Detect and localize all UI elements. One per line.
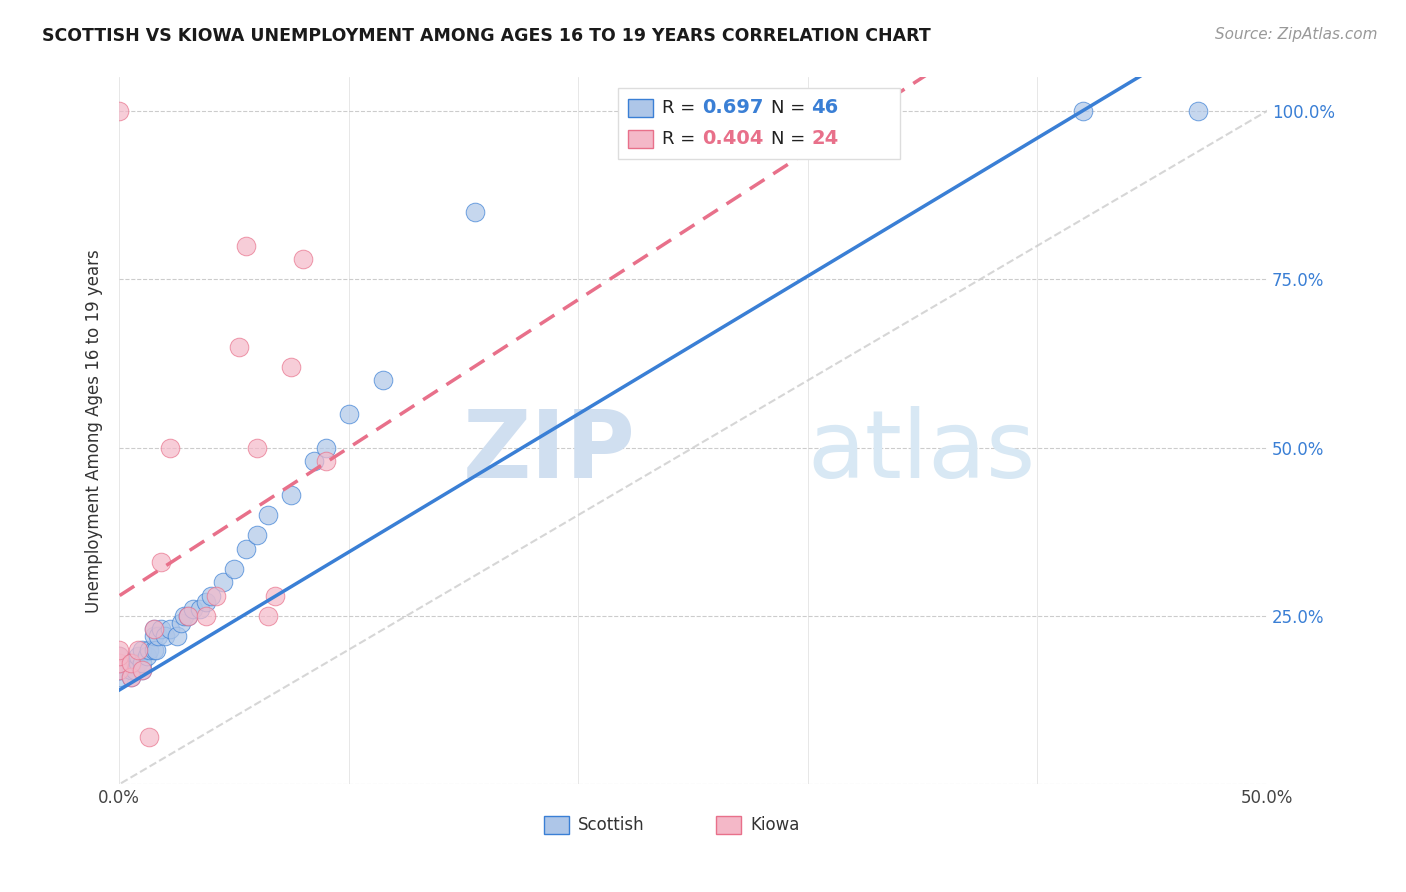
Point xyxy=(337,407,360,421)
Text: R =: R = xyxy=(662,130,702,148)
Point xyxy=(315,454,337,468)
Point xyxy=(177,609,200,624)
Point xyxy=(464,205,486,219)
Text: Source: ZipAtlas.com: Source: ZipAtlas.com xyxy=(1215,27,1378,42)
Point xyxy=(257,609,280,624)
Point xyxy=(153,629,176,643)
Point xyxy=(315,441,337,455)
Point xyxy=(131,656,153,670)
Point xyxy=(1187,104,1209,119)
Point xyxy=(108,669,131,683)
Point xyxy=(142,623,165,637)
Point xyxy=(138,642,160,657)
Point xyxy=(280,359,302,374)
Point xyxy=(246,528,269,542)
Point xyxy=(304,454,326,468)
FancyBboxPatch shape xyxy=(544,816,569,834)
Point xyxy=(131,663,153,677)
Point xyxy=(291,252,314,267)
Point xyxy=(120,663,142,677)
Text: ZIP: ZIP xyxy=(463,406,636,498)
Point xyxy=(108,656,131,670)
Point xyxy=(138,730,160,744)
Point xyxy=(108,649,131,664)
Text: atlas: atlas xyxy=(808,406,1036,498)
Point xyxy=(159,623,181,637)
Point xyxy=(195,595,218,609)
Point xyxy=(127,656,149,670)
Point xyxy=(108,663,131,677)
FancyBboxPatch shape xyxy=(627,99,652,117)
Point xyxy=(120,656,142,670)
Point xyxy=(188,602,211,616)
Point xyxy=(108,104,131,119)
Y-axis label: Unemployment Among Ages 16 to 19 years: Unemployment Among Ages 16 to 19 years xyxy=(86,249,103,613)
Point xyxy=(131,642,153,657)
Point xyxy=(246,441,269,455)
Point xyxy=(120,669,142,683)
Point xyxy=(280,488,302,502)
Point xyxy=(149,623,172,637)
FancyBboxPatch shape xyxy=(619,88,900,159)
Text: R =: R = xyxy=(662,99,702,117)
Text: 0.697: 0.697 xyxy=(702,98,763,118)
Point xyxy=(195,609,218,624)
Point xyxy=(108,663,131,677)
Point xyxy=(166,629,188,643)
Point xyxy=(127,649,149,664)
Point xyxy=(170,615,193,630)
Point xyxy=(145,642,167,657)
Point xyxy=(108,656,131,670)
Point xyxy=(200,589,222,603)
Point xyxy=(373,373,395,387)
Point xyxy=(148,629,170,643)
Point xyxy=(235,238,257,252)
Point xyxy=(181,602,204,616)
Text: 46: 46 xyxy=(811,98,838,118)
Point xyxy=(149,555,172,569)
Point xyxy=(222,562,245,576)
FancyBboxPatch shape xyxy=(627,129,652,148)
Point xyxy=(127,642,149,657)
Point xyxy=(108,656,131,670)
Point xyxy=(124,663,146,677)
Text: N =: N = xyxy=(770,130,811,148)
Point xyxy=(108,642,131,657)
Point xyxy=(204,589,226,603)
Text: 24: 24 xyxy=(811,129,838,148)
Point xyxy=(120,669,142,683)
FancyBboxPatch shape xyxy=(716,816,741,834)
Point xyxy=(211,575,233,590)
Point xyxy=(1071,104,1094,119)
Point xyxy=(142,629,165,643)
Point xyxy=(228,340,250,354)
Text: Kiowa: Kiowa xyxy=(751,815,800,833)
Point xyxy=(120,656,142,670)
Point xyxy=(142,642,165,657)
Point xyxy=(235,541,257,556)
Point xyxy=(177,609,200,624)
Text: N =: N = xyxy=(770,99,811,117)
Point xyxy=(173,609,195,624)
Point xyxy=(108,663,131,677)
Point xyxy=(135,649,157,664)
Point xyxy=(108,649,131,664)
Text: 0.404: 0.404 xyxy=(702,129,763,148)
Point xyxy=(131,663,153,677)
Text: SCOTTISH VS KIOWA UNEMPLOYMENT AMONG AGES 16 TO 19 YEARS CORRELATION CHART: SCOTTISH VS KIOWA UNEMPLOYMENT AMONG AGE… xyxy=(42,27,931,45)
Point xyxy=(159,441,181,455)
Text: Scottish: Scottish xyxy=(578,815,645,833)
Point xyxy=(142,623,165,637)
Point xyxy=(257,508,280,522)
Point xyxy=(264,589,287,603)
